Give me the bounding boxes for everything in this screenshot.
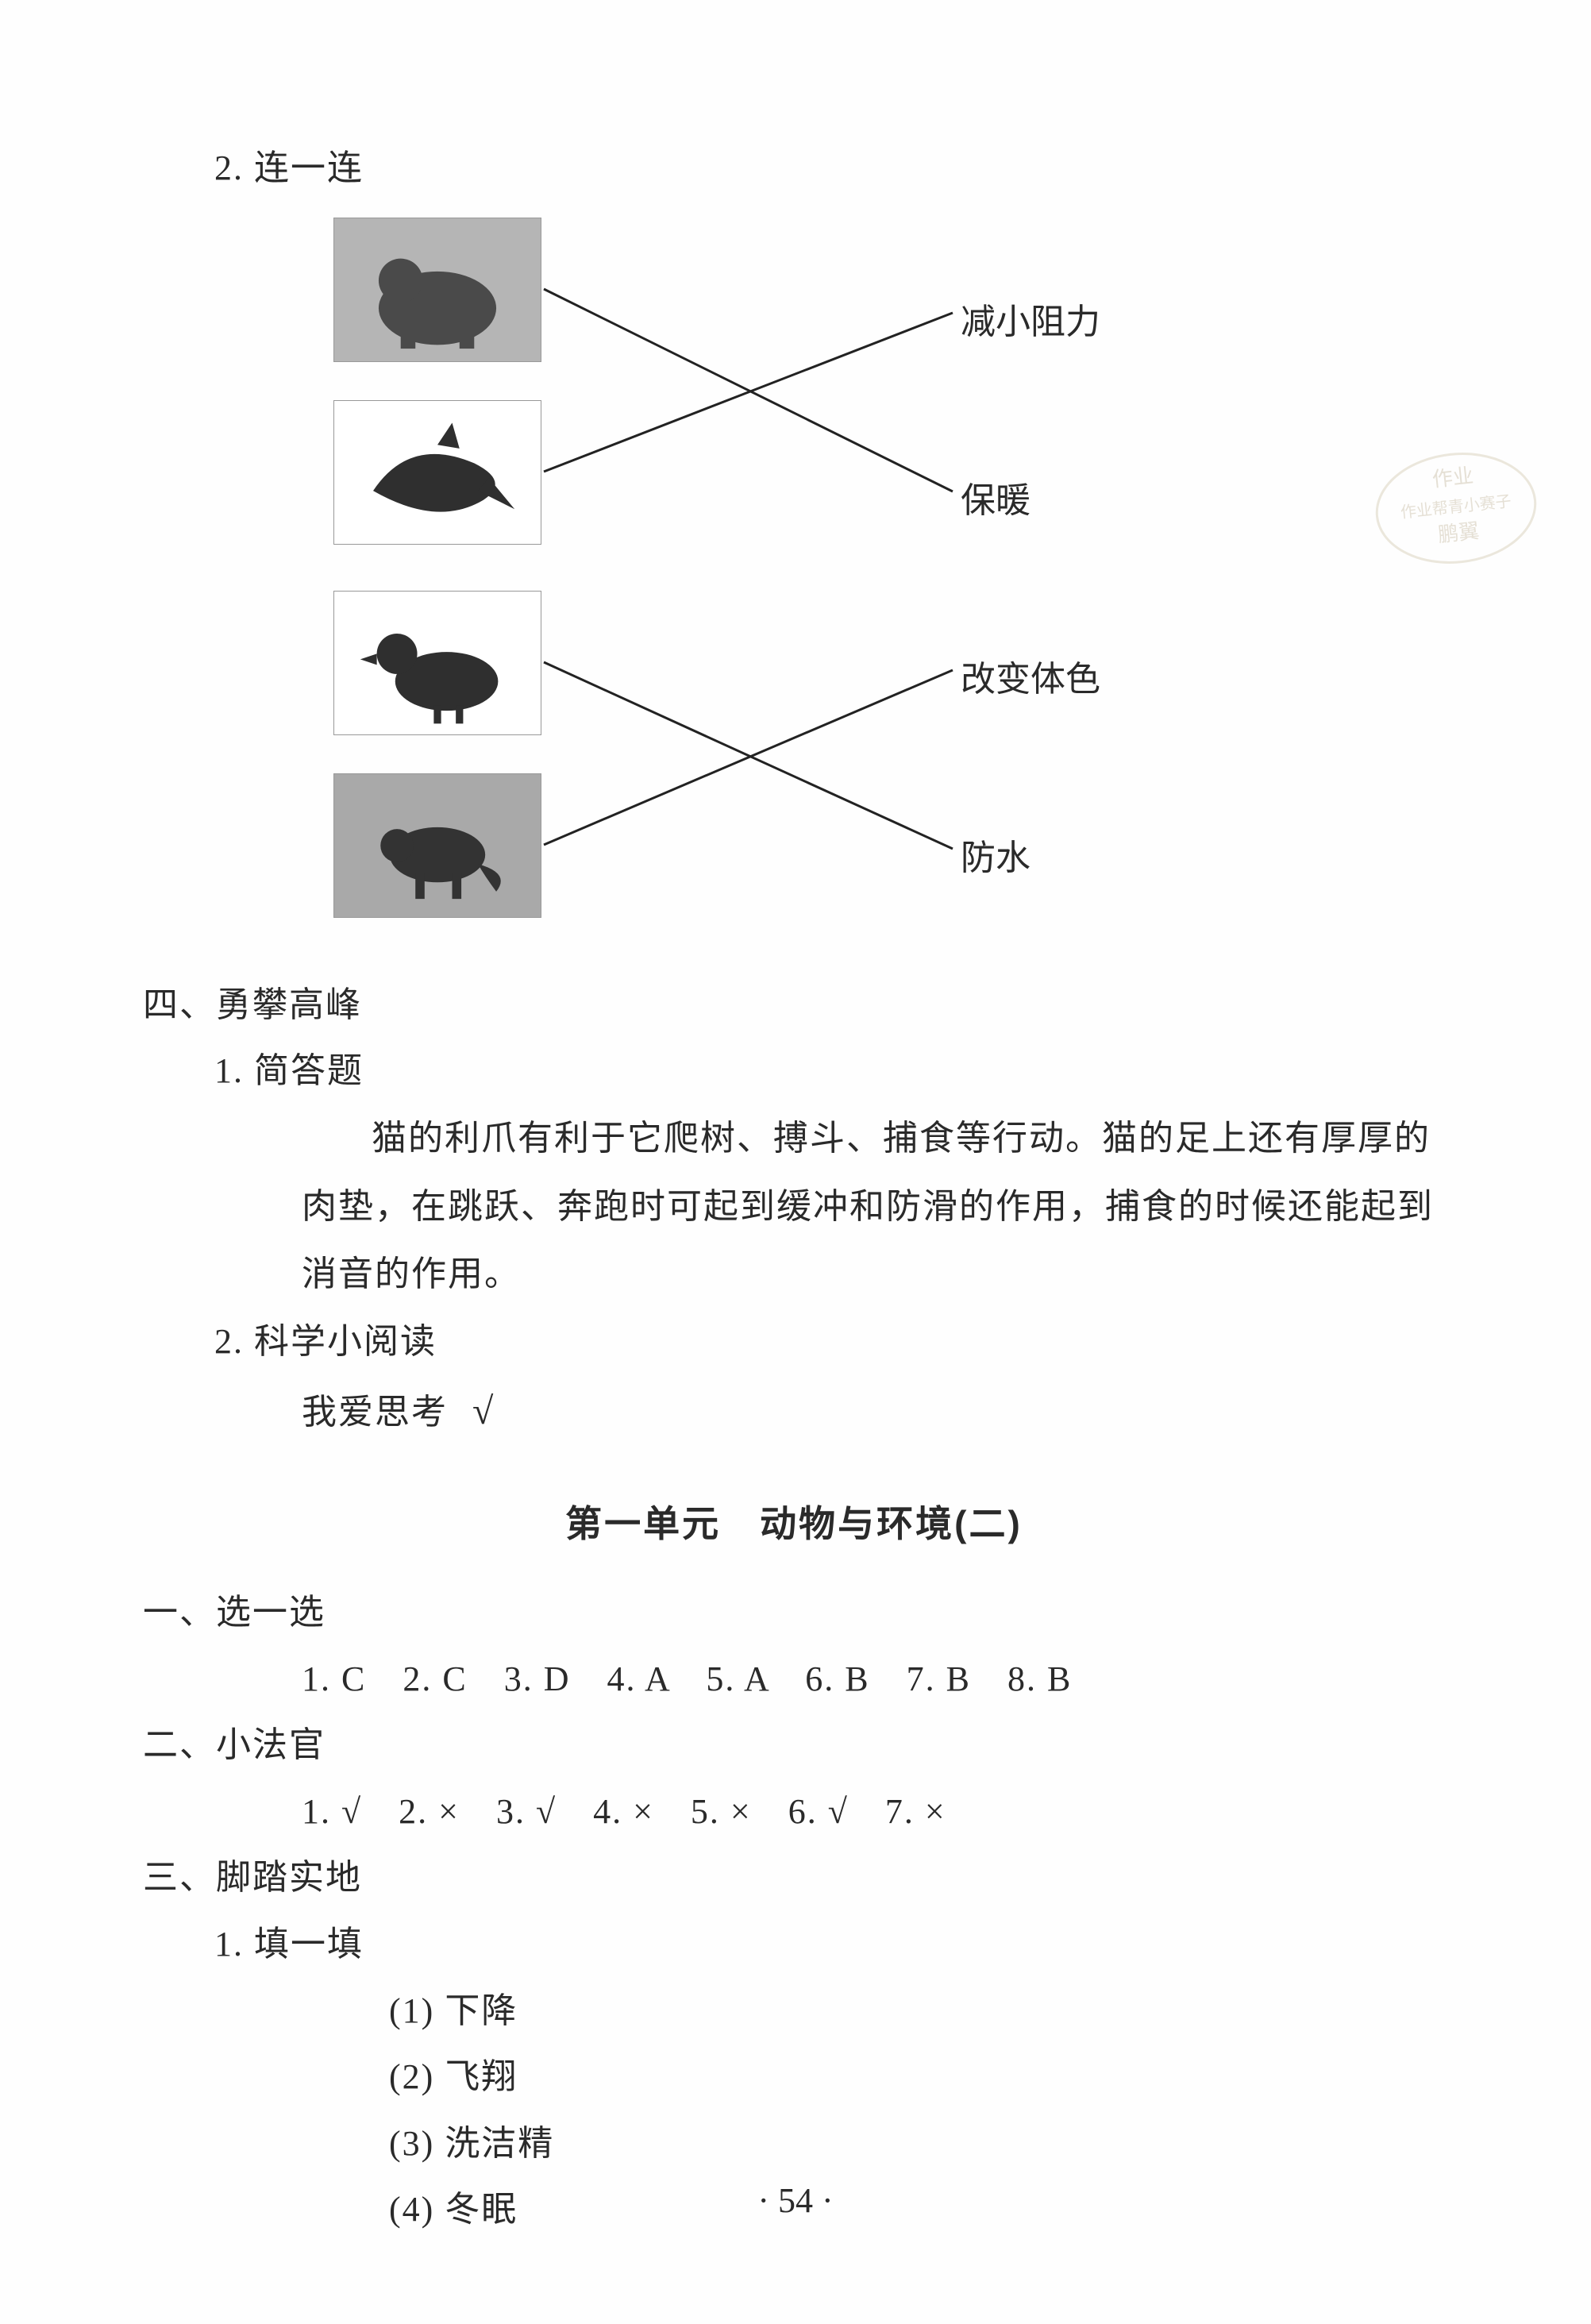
matching-diagram: 减小阻力 保暖 改变体色 防水 bbox=[333, 218, 1286, 948]
section4-q1-title: 1. 简答题 bbox=[214, 1038, 1445, 1104]
part1-answers: 1. C 2. C 3. D 4. A 5. A 6. B 7. B 8. B bbox=[302, 1646, 1445, 1713]
page: 作业 作业帮青小赛子 鹏翼 2. 连一连 减小阻力 保暖 改变体色 bbox=[0, 0, 1591, 2324]
part2-heading: 二、小法官 bbox=[143, 1712, 1445, 1779]
match-label-warm: 保暖 bbox=[961, 472, 1030, 522]
line-bear-warm bbox=[544, 289, 953, 491]
content-area: 2. 连一连 减小阻力 保暖 改变体色 防水 bbox=[143, 135, 1445, 2243]
unit-title: 第一单元 动物与环境(二) bbox=[143, 1495, 1445, 1547]
section4-q1-paragraph: 猫的利爪有利于它爬树、搏斗、捕食等行动。猫的足上还有厚厚的肉垫，在跳跃、奔跑时可… bbox=[302, 1104, 1437, 1308]
check-mark-icon: √ bbox=[472, 1375, 495, 1447]
animal-duck-image bbox=[333, 591, 541, 735]
section4-q2-sub-text: 我爱思考 bbox=[302, 1393, 448, 1432]
blank-2: (2) 飞翔 bbox=[389, 2044, 1445, 2110]
match-label-color: 改变体色 bbox=[961, 650, 1100, 701]
part3-heading: 三、脚踏实地 bbox=[143, 1844, 1445, 1911]
line-duck-water bbox=[544, 662, 953, 849]
blank-2-val: 飞翔 bbox=[445, 2057, 518, 2096]
match-label-water: 防水 bbox=[961, 829, 1030, 880]
page-number: · 54 · bbox=[0, 2180, 1591, 2221]
blank-1-num: (1) bbox=[389, 1991, 434, 2030]
blank-3-val: 洗洁精 bbox=[445, 2124, 554, 2163]
animal-chameleon-image bbox=[333, 773, 541, 918]
blank-1: (1) 下降 bbox=[389, 1978, 1445, 2045]
blank-2-num: (2) bbox=[389, 2057, 434, 2096]
line-chameleon-color bbox=[544, 670, 953, 845]
part3-q1-title: 1. 填一填 bbox=[214, 1911, 1445, 1978]
blank-3: (3) 洗洁精 bbox=[389, 2110, 1445, 2177]
animal-dolphin-image bbox=[333, 400, 541, 545]
part2-answers: 1. √ 2. × 3. √ 4. × 5. × 6. √ 7. × bbox=[302, 1779, 1445, 1845]
blank-3-num: (3) bbox=[389, 2124, 434, 2163]
section4-q2-title: 2. 科学小阅读 bbox=[214, 1308, 1445, 1375]
match-label-resist: 减小阻力 bbox=[961, 293, 1100, 344]
animal-bear-image bbox=[333, 218, 541, 362]
blank-1-val: 下降 bbox=[445, 1991, 518, 2030]
section4-q2-sub: 我爱思考 √ bbox=[302, 1375, 1445, 1447]
q2-title: 2. 连一连 bbox=[214, 135, 1445, 202]
line-dolphin-resist bbox=[544, 313, 953, 472]
section4-heading: 四、勇攀高峰 bbox=[143, 972, 1445, 1039]
part1-heading: 一、选一选 bbox=[143, 1579, 1445, 1646]
